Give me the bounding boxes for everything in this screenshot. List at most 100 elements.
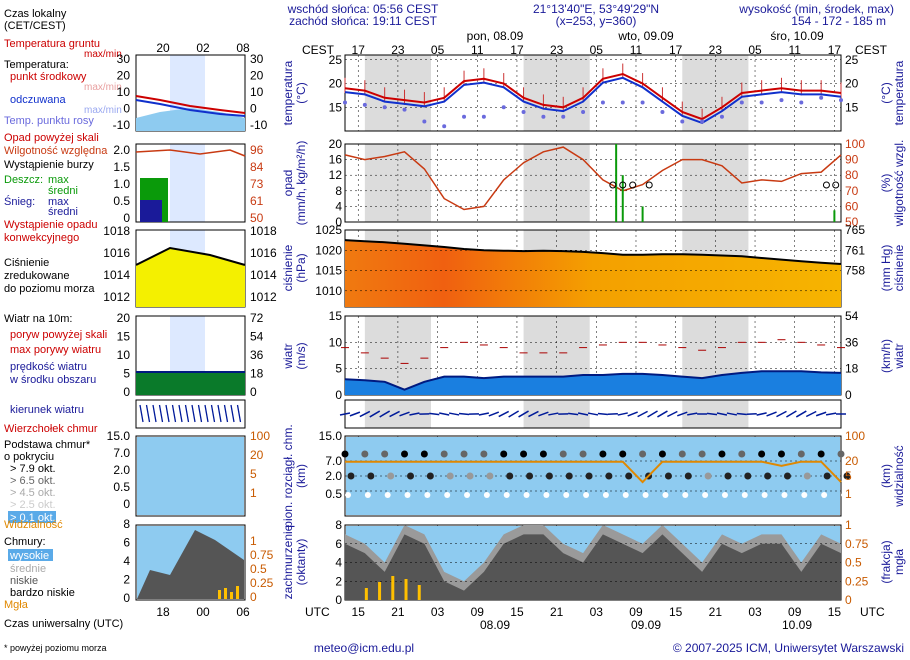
dewpoint-dot xyxy=(362,102,367,107)
legend-cloud-top: Wierzchołek chmur xyxy=(4,423,98,435)
dewpoint-dot xyxy=(759,100,764,105)
legend-storm: Wystąpienie burzy xyxy=(4,159,94,171)
dewpoint-dot xyxy=(819,95,824,100)
legend-temp-tick: 20 xyxy=(117,69,131,83)
legend-precip-tick: 84 xyxy=(250,160,264,174)
cloud-base-dot xyxy=(599,450,607,458)
top-tick-label: 11 xyxy=(471,43,484,57)
height-label: wysokość (min, środek, max) xyxy=(738,2,894,16)
wind-arrow xyxy=(716,412,728,416)
wind-arrow xyxy=(349,411,361,417)
legend-wind-arrow xyxy=(178,404,183,423)
legend-temp-tick: -10 xyxy=(113,118,131,132)
tick-left: 4 xyxy=(335,199,342,213)
tick-left: 0 xyxy=(335,593,342,607)
tick-left: 20 xyxy=(329,137,343,151)
legend-wind-title: Wiatr na 10m: xyxy=(4,313,72,325)
cloud-base-dot xyxy=(559,450,567,458)
wind-arrow xyxy=(657,410,668,418)
storm-marker xyxy=(832,181,840,189)
tick-right: 1 xyxy=(845,487,852,501)
legend-cloud-45: > 4.5 okt. xyxy=(10,487,56,499)
temp-line xyxy=(344,72,842,121)
legend-wind-mean: w środku obszaru xyxy=(9,374,96,386)
visibility-line xyxy=(345,460,842,484)
cover-right-unit: mgła xyxy=(892,549,906,575)
local-time-label: (CET/CEST) xyxy=(4,20,66,32)
legend-felt: odczuwana xyxy=(10,94,67,106)
legend-pressure-tick: 1014 xyxy=(250,268,277,282)
legend-cover-tick: 4 xyxy=(123,554,130,568)
cloud-base-dot xyxy=(744,472,752,480)
legend-dew: Temp. punktu rosy xyxy=(4,115,94,127)
fog-bar xyxy=(391,576,395,600)
cloud-base-dot xyxy=(367,472,375,480)
cloud-base-dot xyxy=(486,472,494,480)
cloud-base-dot xyxy=(407,472,415,480)
legend-cover-low: niskie xyxy=(10,575,38,587)
cloud-base-dot xyxy=(585,472,593,480)
storm-marker xyxy=(822,181,830,189)
pressure-left-unit2: (hPa) xyxy=(294,253,308,282)
wind-left-unit: wiatr xyxy=(281,343,295,369)
tick-left: 4 xyxy=(335,556,342,570)
wind-arrow xyxy=(528,410,539,418)
tick-right: 0.5 xyxy=(845,556,862,570)
cloud-base-dot xyxy=(642,492,649,498)
legend-wind-tick: 18 xyxy=(250,367,264,381)
legend-wind-tick: 0 xyxy=(123,385,130,399)
cloud-base-dot xyxy=(401,450,409,458)
legend-temp-mid: punkt środkowy xyxy=(10,71,87,83)
tick-right: 5 xyxy=(845,469,852,483)
wind-arrow xyxy=(736,412,747,416)
cloud-base-dot xyxy=(384,492,391,498)
top-tick-label: 17 xyxy=(510,43,524,57)
legend-wind-tick: 15 xyxy=(117,330,131,344)
tick-right: 18 xyxy=(845,362,859,376)
wind-arrow xyxy=(706,412,718,416)
cloud-base-dot xyxy=(724,472,732,480)
cest-label-left: CEST xyxy=(302,43,335,57)
bottom-tick-label: 15 xyxy=(828,605,842,619)
cloud-base-dot xyxy=(500,450,508,458)
legend-temp-tick: 0 xyxy=(123,102,130,116)
legend-wind-arrow xyxy=(230,404,235,423)
cloud-base-dot xyxy=(545,472,553,480)
legend-temp-tick: 20 xyxy=(250,69,264,83)
sunrise-text: wschód słońca: 05:56 CEST xyxy=(287,2,439,16)
legend-fog-bar xyxy=(236,586,239,599)
clouds-left-unit: pion. rozciągł. chm. xyxy=(281,424,295,527)
night-band xyxy=(364,55,431,131)
wind-arrow xyxy=(825,412,837,416)
cloud-base-dot xyxy=(583,492,590,498)
legend-snow-max: max xyxy=(48,196,69,208)
tick-right: 70 xyxy=(845,184,859,198)
bottom-tick-label: 09 xyxy=(788,605,802,619)
cover-right-unit2: (frakcja) xyxy=(879,540,893,583)
fog-bar xyxy=(378,582,382,600)
clouds-right-unit2: (km) xyxy=(879,464,893,488)
cloud-base-dot xyxy=(684,472,692,480)
cloud-base-dot xyxy=(764,472,772,480)
wind-mean-line xyxy=(344,370,842,391)
dewpoint-dot xyxy=(779,98,784,103)
cloud-base-dot xyxy=(721,492,728,498)
tick-right: 36 xyxy=(845,335,859,349)
legend-precip-tick: 0.5 xyxy=(113,194,130,208)
legend-precip-tick: 50 xyxy=(250,211,264,225)
local-time-label: Czas lokalny xyxy=(4,8,67,20)
wind-arrow xyxy=(577,412,589,416)
tick-left: 25 xyxy=(329,53,343,67)
cloud-base-dot xyxy=(347,472,355,480)
wind-arrow xyxy=(617,412,628,416)
cloud-base-dot xyxy=(602,492,609,498)
legend-felt-maxmin: max/min xyxy=(84,105,122,116)
utc-label-right: UTC xyxy=(860,605,885,619)
legend-wind-tick: 54 xyxy=(250,330,264,344)
legend-wind-tick: 0 xyxy=(250,385,257,399)
cloud-base-dot xyxy=(622,492,629,498)
cloud-base-dot xyxy=(741,492,748,498)
cloud-base-dot xyxy=(483,492,490,498)
legend-cloud-tick: 1 xyxy=(250,486,257,500)
